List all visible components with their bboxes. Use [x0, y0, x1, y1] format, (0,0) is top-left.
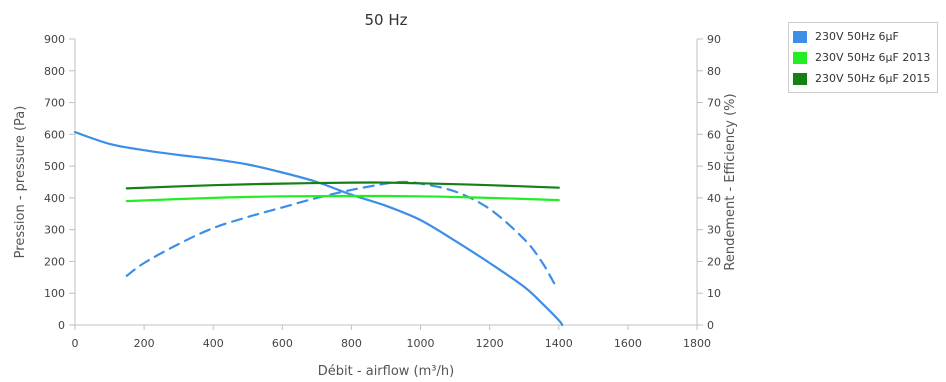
right-tick-label: 90	[707, 33, 721, 46]
legend-swatch	[793, 72, 807, 85]
x-axis-ticks: 0 200 400 600 800 1000 1200 1400 1600 1800	[72, 325, 711, 350]
left-tick-label: 0	[58, 319, 65, 332]
x-tick-label: 200	[134, 337, 155, 350]
left-tick-label: 600	[44, 128, 65, 141]
right-tick-label: 70	[707, 97, 721, 110]
x-axis-title: Débit - airflow (m³/h)	[318, 364, 454, 379]
x-tick-label: 1200	[476, 337, 504, 350]
legend-label: 230V 50Hz 6µF 2015	[815, 72, 931, 85]
left-axis-title: Pression - pressure (Pa)	[13, 106, 28, 259]
right-tick-label: 30	[707, 224, 721, 237]
right-axis-ticks: 0 10 20 30 40 50 60 70 80 90	[697, 33, 721, 332]
left-tick-label: 700	[44, 97, 65, 110]
x-tick-label: 1600	[614, 337, 642, 350]
right-tick-label: 20	[707, 255, 721, 268]
x-tick-label: 1000	[407, 337, 435, 350]
x-tick-label: 800	[341, 337, 362, 350]
right-tick-label: 10	[707, 287, 721, 300]
series-layer	[73, 131, 564, 327]
left-tick-label: 400	[44, 192, 65, 205]
chart-legend: 230V 50Hz 6µF 230V 50Hz 6µF 2013 230V 50Hz…	[788, 22, 938, 93]
right-tick-label: 60	[707, 128, 721, 141]
left-tick-label: 500	[44, 160, 65, 173]
series-line-0	[73, 131, 564, 327]
x-tick-label: 400	[203, 337, 224, 350]
left-axis-ticks: 0 100 200 300 400 500 600 700 800 900	[44, 33, 75, 332]
series-line-2	[125, 194, 560, 203]
legend-item[interactable]: 230V 50Hz 6µF	[793, 26, 933, 47]
left-tick-label: 200	[44, 255, 65, 268]
left-tick-label: 800	[44, 65, 65, 78]
right-tick-label: 50	[707, 160, 721, 173]
x-tick-label: 0	[72, 337, 79, 350]
legend-item[interactable]: 230V 50Hz 6µF 2013	[793, 47, 933, 68]
legend-label: 230V 50Hz 6µF	[815, 30, 899, 43]
x-tick-label: 600	[272, 337, 293, 350]
legend-item[interactable]: 230V 50Hz 6µF 2015	[793, 68, 933, 89]
right-tick-label: 40	[707, 192, 721, 205]
legend-swatch	[793, 30, 807, 43]
legend-swatch	[793, 51, 807, 64]
x-tick-label: 1400	[545, 337, 573, 350]
left-tick-label: 100	[44, 287, 65, 300]
left-tick-label: 900	[44, 33, 65, 46]
series-line-1	[125, 180, 557, 287]
legend-label: 230V 50Hz 6µF 2013	[815, 51, 931, 64]
right-tick-label: 80	[707, 65, 721, 78]
left-tick-label: 300	[44, 224, 65, 237]
right-axis-title: Rendement - Efficiency (%)	[723, 93, 738, 270]
right-tick-label: 0	[707, 319, 714, 332]
chart-title: 50 Hz	[364, 11, 407, 29]
x-tick-label: 1800	[683, 337, 711, 350]
series-line-3	[125, 181, 560, 190]
